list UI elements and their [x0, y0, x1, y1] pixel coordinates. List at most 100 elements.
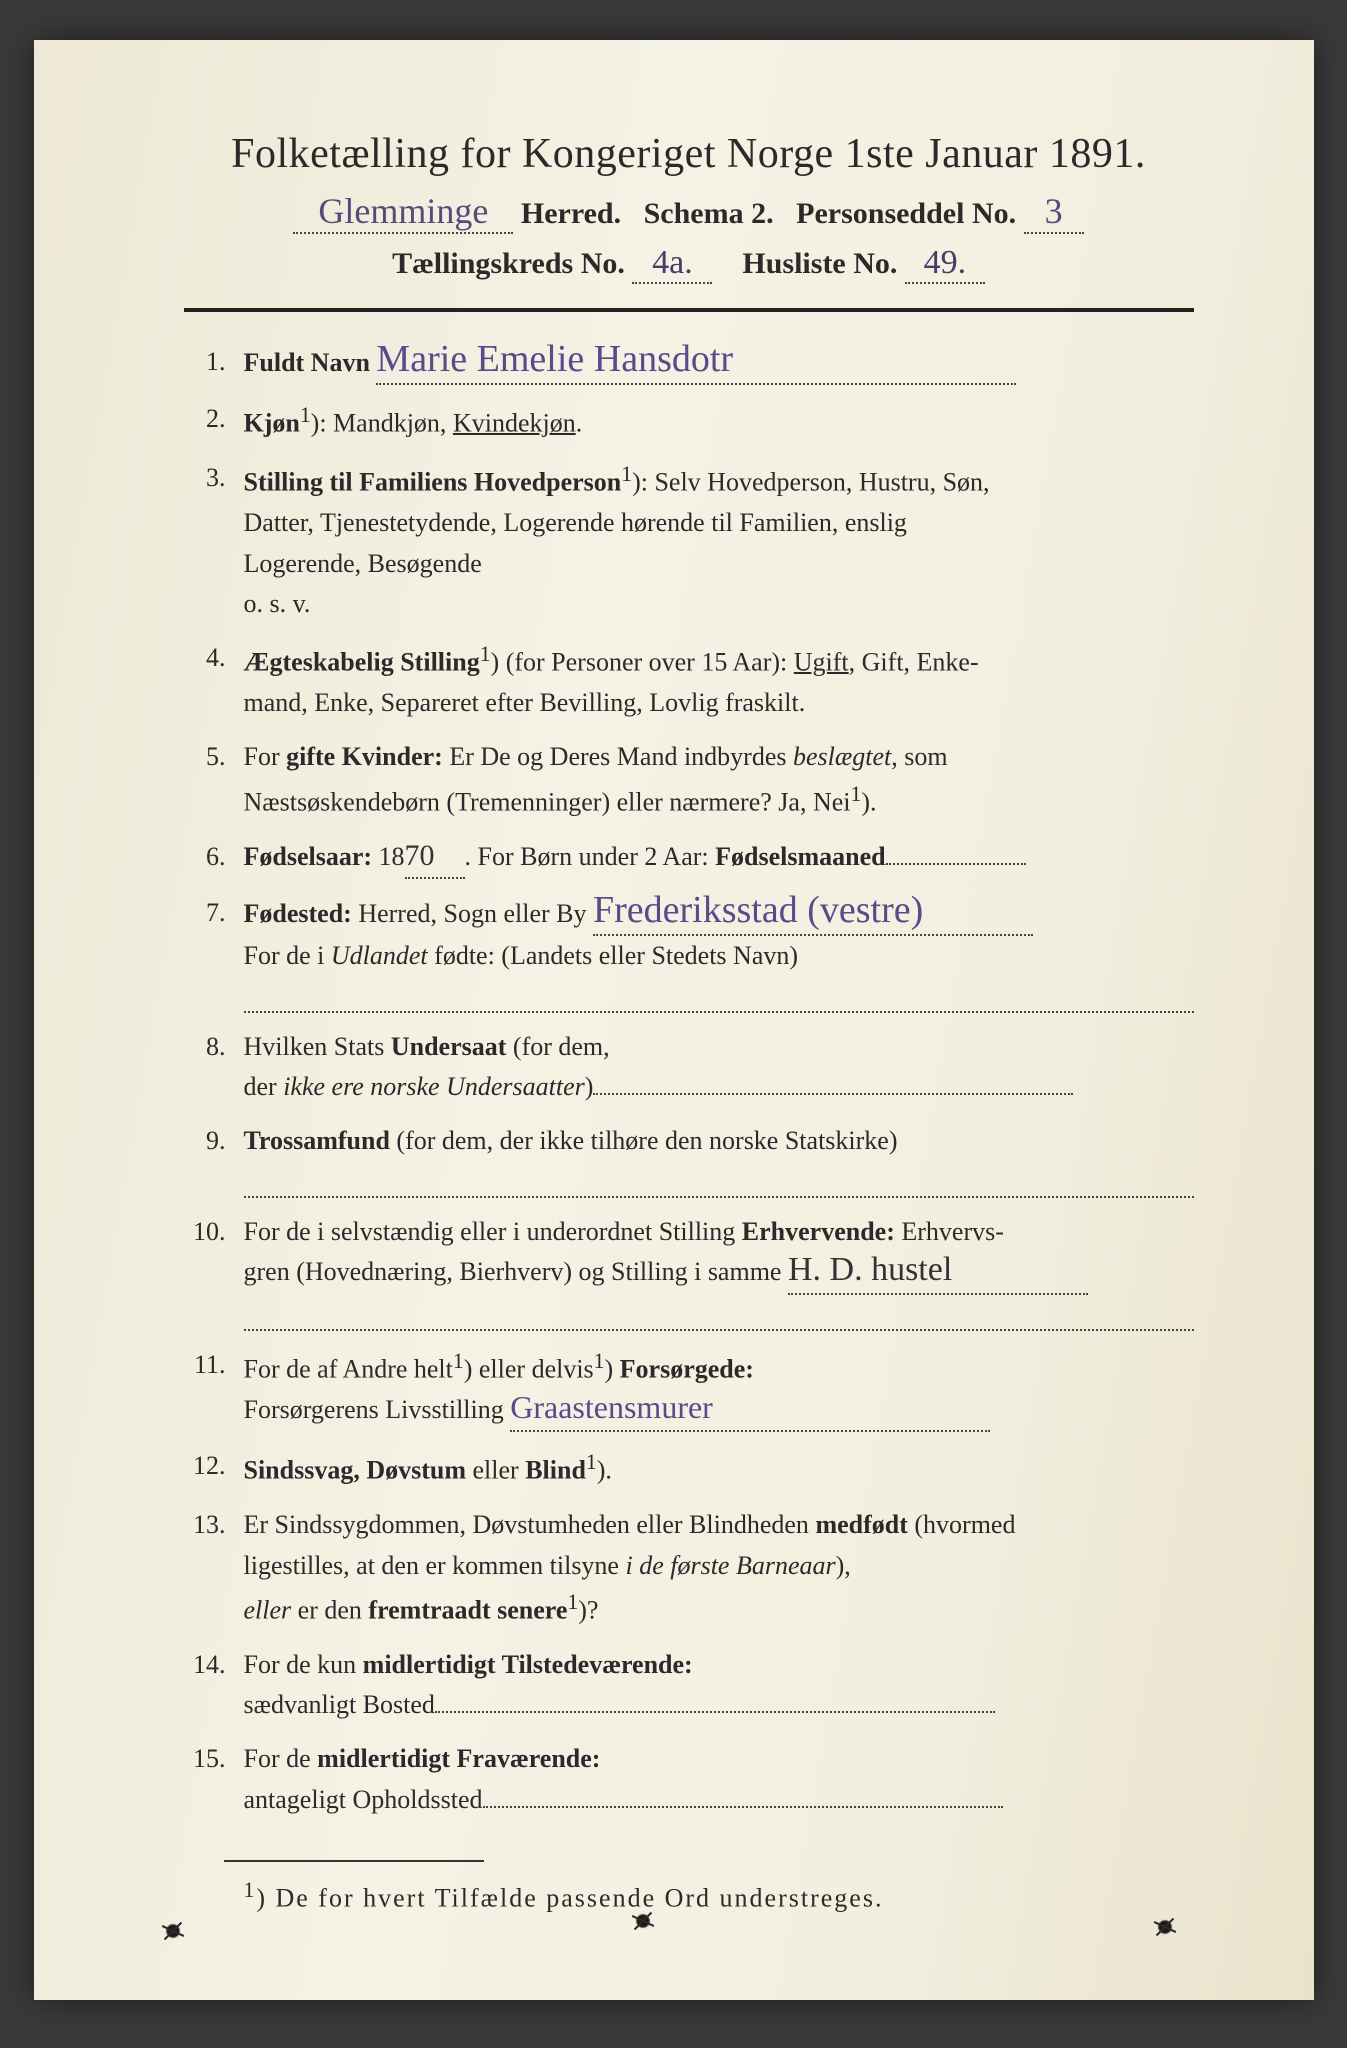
punch-hole-icon	[634, 1912, 652, 1930]
text: ): Mandkjøn,	[311, 409, 453, 438]
entry-body: Fødested: Herred, Sogn eller By Frederik…	[244, 893, 1194, 977]
label: Stilling til Familiens Hovedperson	[244, 468, 622, 497]
entry-15: 15. For de midlertidigt Fraværende: anta…	[184, 1739, 1194, 1820]
text: (for dem,	[506, 1032, 609, 1061]
header-line-2: Tællingskreds No. 4a. Husliste No. 49.	[184, 244, 1194, 284]
entry-6: 6. Fødselsaar: 1870. For Børn under 2 Aa…	[184, 837, 1194, 879]
label: Forsørgede:	[620, 1355, 754, 1384]
sup: 1	[453, 1349, 464, 1373]
entry-num: 11.	[184, 1345, 244, 1385]
text: gren (Hovednæring, Bierhverv) og Stillin…	[244, 1257, 782, 1286]
text: Næstsøskendebørn (Tremenninger) eller næ…	[244, 787, 851, 816]
label: Fødselsaar:	[244, 842, 373, 871]
text: (hvormed	[908, 1510, 1016, 1539]
dotline	[244, 1176, 1194, 1198]
entry-body: Ægteskabelig Stilling1) (for Personer ov…	[244, 638, 1194, 723]
text: For de i	[244, 941, 331, 970]
text: Forsørgerens Livsstilling	[244, 1395, 504, 1424]
text: Er Sindssygdommen, Døvstumheden eller Bl…	[244, 1510, 816, 1539]
text: Erhvervs-	[895, 1217, 1004, 1246]
text: eller	[466, 1456, 525, 1485]
entry-body: Hvilken Stats Undersaat (for dem, der ik…	[244, 1027, 1194, 1108]
punch-hole-icon	[164, 1922, 182, 1940]
entry-num: 15.	[184, 1739, 244, 1779]
herred-value: Glemminge	[293, 190, 513, 234]
text: )	[605, 1355, 620, 1384]
entry-num: 4.	[184, 638, 244, 678]
text: der	[244, 1072, 284, 1101]
kreds-label: Tællingskreds No.	[392, 247, 625, 280]
sup: 1	[244, 1878, 257, 1902]
entry-body: For de i selvstændig eller i underordnet…	[244, 1212, 1194, 1295]
text: mand, Enke, Separeret efter Bevilling, L…	[244, 688, 806, 717]
text: ) (for Personer over 15 Aar):	[491, 648, 794, 677]
name-value: Marie Emelie Hansdotr	[376, 342, 733, 376]
personseddel-label: Personseddel No.	[796, 197, 1016, 230]
text: sædvanligt Bosted	[244, 1690, 435, 1719]
schema-label: Schema 2.	[644, 197, 774, 230]
entry-num: 2.	[184, 399, 244, 439]
sup: 1	[621, 462, 632, 486]
sup: 1	[586, 1450, 597, 1474]
text: For de	[244, 1744, 318, 1773]
entry-body: Fuldt Navn Marie Emelie Hansdotr	[244, 342, 1194, 385]
label: Undersaat	[391, 1032, 507, 1061]
entry-body: Trossamfund (for dem, der ikke tilhøre d…	[244, 1121, 1194, 1161]
form-title: Folketælling for Kongeriget Norge 1ste J…	[184, 130, 1194, 178]
entry-10: 10. For de i selvstændig eller i underor…	[184, 1212, 1194, 1295]
text: For	[244, 742, 287, 771]
husliste-label: Husliste No.	[742, 247, 897, 280]
entry-11: 11. For de af Andre helt1) eller delvis1…	[184, 1345, 1194, 1432]
entry-body: Kjøn1): Mandkjøn, Kvindekjøn.	[244, 399, 1194, 444]
kreds-value: 4a.	[632, 244, 712, 284]
punch-hole-icon	[1156, 1918, 1174, 1936]
entry-2: 2. Kjøn1): Mandkjøn, Kvindekjøn.	[184, 399, 1194, 444]
entry-num: 3.	[184, 458, 244, 498]
year-prefix: 18	[372, 842, 405, 871]
entry-body: For de midlertidigt Fraværende: antageli…	[244, 1739, 1194, 1820]
text: fødte: (Landets eller Stedets Navn)	[428, 941, 798, 970]
text: ) eller delvis	[464, 1355, 594, 1384]
text: eller	[244, 1596, 292, 1625]
entry-num: 14.	[184, 1645, 244, 1685]
occupation-value: H. D. hustel	[788, 1255, 952, 1286]
label2: Blind	[525, 1456, 586, 1485]
text: ): Selv Hovedperson, Hustru, Søn,	[632, 468, 989, 497]
text: )	[585, 1072, 594, 1101]
entry-body: For gifte Kvinder: Er De og Deres Mand i…	[244, 737, 1194, 822]
italic: Udlandet	[331, 941, 428, 970]
sup: 1	[851, 782, 862, 806]
entry-9: 9. Trossamfund (for dem, der ikke tilhør…	[184, 1121, 1194, 1161]
census-form-page: Folketælling for Kongeriget Norge 1ste J…	[34, 40, 1314, 2000]
entry-3: 3. Stilling til Familiens Hovedperson1):…	[184, 458, 1194, 624]
entry-num: 6.	[184, 837, 244, 877]
text: Er De og Deres Mand indbyrdes	[443, 742, 793, 771]
label: Erhvervende:	[742, 1217, 895, 1246]
label2: Fødselsmaaned	[715, 842, 885, 871]
label: gifte Kvinder:	[286, 742, 443, 771]
husliste-value: 49.	[905, 244, 985, 284]
italic: ikke ere norske Undersaatter	[283, 1072, 585, 1101]
label: medfødt	[815, 1510, 907, 1539]
label: Kjøn	[244, 409, 300, 438]
entry-num: 1.	[184, 342, 244, 382]
birthplace-value: Frederiksstad (vestre)	[593, 893, 923, 927]
year-value: 70	[405, 842, 435, 869]
text: Datter, Tjenestetydende, Logerende høren…	[244, 508, 907, 537]
sup: 1	[594, 1349, 605, 1373]
entry-1: 1. Fuldt Navn Marie Emelie Hansdotr	[184, 342, 1194, 385]
sup: 1	[480, 642, 491, 666]
entry-num: 10.	[184, 1212, 244, 1252]
label: Ægteskabelig Stilling	[244, 648, 480, 677]
entry-body: For de kun midlertidigt Tilstedeværende:…	[244, 1645, 1194, 1726]
entry-num: 7.	[184, 893, 244, 933]
herred-label: Herred.	[521, 197, 621, 230]
entry-14: 14. For de kun midlertidigt Tilstedevære…	[184, 1645, 1194, 1726]
text: , som	[891, 742, 947, 771]
label: Fødested:	[244, 899, 352, 928]
text: Logerende, Besøgende	[244, 549, 482, 578]
text: ),	[836, 1551, 851, 1580]
entry-body: For de af Andre helt1) eller delvis1) Fo…	[244, 1345, 1194, 1432]
footnote-text: ) De for hvert Tilfælde passende Ord und…	[256, 1884, 883, 1913]
text: ).	[597, 1456, 612, 1485]
